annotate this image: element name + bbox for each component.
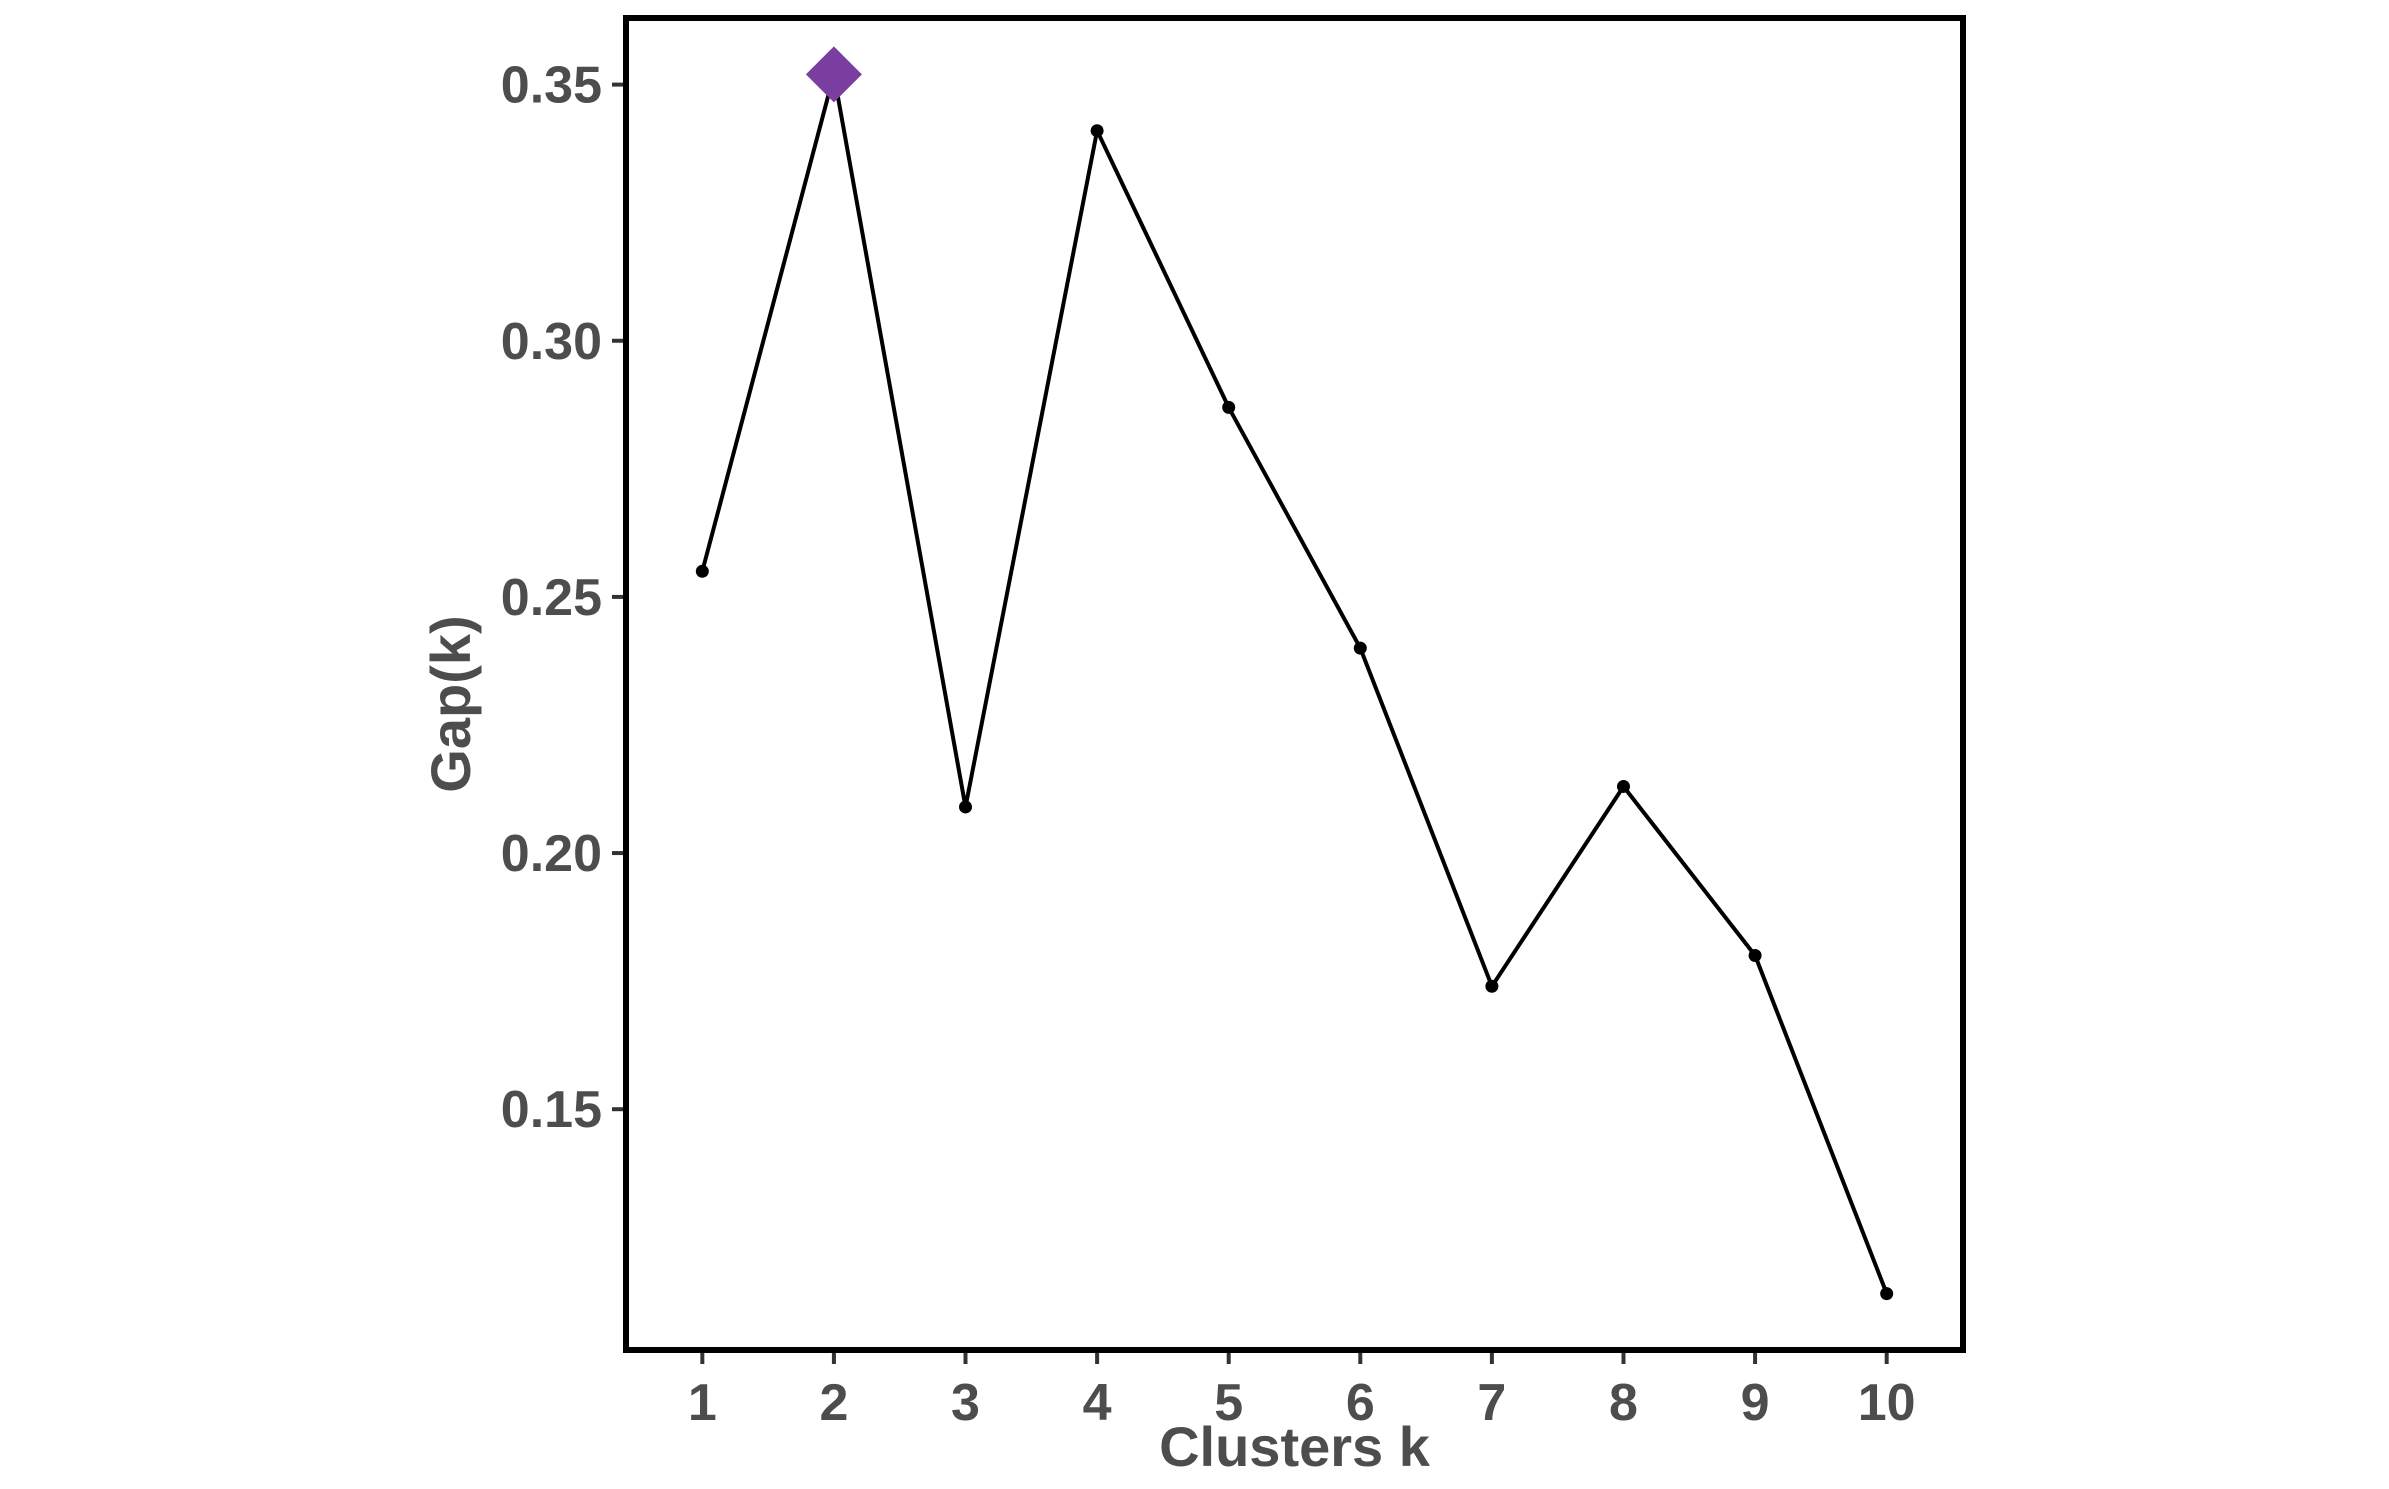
data-point (1748, 949, 1762, 963)
y-tick-label: 0.30 (501, 313, 602, 371)
y-tick-label: 0.35 (501, 57, 602, 115)
x-tick-label: 4 (1083, 1374, 1112, 1432)
y-axis-ticks: 0.15 0.20 0.25 0.30 0.35 (501, 57, 626, 1139)
optimal-k-diamond-marker (805, 46, 862, 103)
x-tick-label: 1 (688, 1374, 717, 1432)
x-tick-label: 8 (1609, 1374, 1638, 1432)
x-tick-label: 5 (1214, 1374, 1243, 1432)
data-point (959, 800, 973, 814)
x-tick-label: 9 (1741, 1374, 1770, 1432)
x-tick-label: 3 (951, 1374, 980, 1432)
x-axis-ticks: 1 2 3 4 5 6 7 8 9 10 (688, 1350, 1916, 1432)
data-point (1353, 641, 1367, 655)
data-point (695, 564, 709, 578)
data-point (1485, 979, 1499, 993)
y-tick-label: 0.20 (501, 825, 602, 883)
series-line (700, 72, 1889, 1295)
data-point (1090, 124, 1104, 138)
x-tick-label: 7 (1477, 1374, 1506, 1432)
data-point (1616, 779, 1630, 793)
x-axis-title: Clusters k (1159, 1415, 1431, 1478)
x-tick-label: 2 (819, 1374, 848, 1432)
data-point (1222, 400, 1236, 414)
y-axis-title: Gap(k) (419, 615, 482, 792)
plot-panel-border (623, 15, 1966, 1353)
y-tick-label: 0.15 (501, 1081, 602, 1139)
x-tick-label: 6 (1346, 1374, 1375, 1432)
series-layer (695, 67, 1894, 1301)
highlight-layer (805, 46, 862, 103)
y-tick-label: 0.25 (501, 569, 602, 627)
data-point (1880, 1287, 1894, 1301)
x-tick-label: 10 (1858, 1374, 1916, 1432)
